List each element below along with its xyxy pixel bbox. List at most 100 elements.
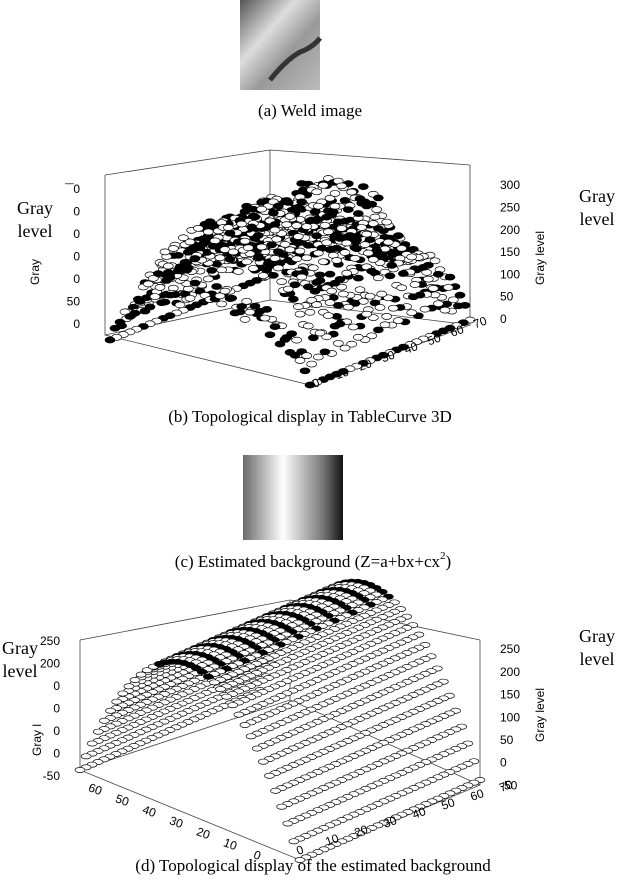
surface-point — [302, 255, 312, 261]
surface-point — [235, 309, 245, 315]
surface-point — [388, 305, 398, 311]
surface-point — [283, 286, 293, 292]
surface-point — [240, 722, 250, 727]
surface-point — [210, 238, 220, 244]
surface-point — [124, 684, 134, 689]
label: level — [3, 661, 38, 681]
label: Gray — [579, 186, 615, 206]
surface-point — [203, 674, 213, 679]
label: 30 — [168, 813, 186, 831]
surface-point — [383, 239, 393, 245]
surface-point — [352, 246, 362, 252]
surface-point — [242, 298, 252, 304]
surface-point — [353, 334, 363, 340]
surface-point — [282, 222, 292, 228]
surface-point — [323, 229, 333, 235]
surface-point — [175, 264, 185, 270]
surface-point — [335, 321, 345, 327]
surface-point — [322, 240, 332, 246]
surface-point — [257, 206, 267, 212]
surface-point — [280, 241, 290, 247]
surface-point — [318, 182, 328, 188]
surface-point — [325, 271, 335, 277]
label: -50 — [43, 769, 61, 783]
surface-point — [240, 238, 250, 244]
surface-point — [81, 754, 91, 759]
surface-point — [453, 303, 463, 309]
surface-point — [340, 218, 350, 224]
surface-point — [243, 245, 253, 251]
surface-point — [360, 199, 370, 205]
surface-point — [367, 268, 377, 274]
surface-point — [255, 308, 265, 314]
label: 0 — [500, 312, 507, 326]
surface-point — [160, 299, 170, 305]
surface-point — [382, 219, 392, 225]
surface-point — [115, 319, 125, 325]
surface-point — [253, 255, 263, 261]
label: 60 — [468, 786, 486, 804]
surface-point — [130, 310, 140, 316]
surface-point — [99, 718, 109, 723]
surface-point — [293, 204, 303, 210]
label: 0 — [73, 227, 80, 241]
label: 50 — [500, 733, 514, 747]
surface-point — [375, 304, 385, 310]
label: 200 — [40, 657, 60, 671]
surface-point — [245, 309, 255, 315]
label: 100 — [500, 267, 520, 281]
label: 0 — [500, 756, 507, 770]
surface-point — [220, 288, 230, 294]
surface-point — [188, 247, 198, 253]
surface-point — [283, 199, 293, 205]
surface-point — [377, 291, 387, 297]
surface-point — [242, 259, 252, 265]
surface-point — [240, 316, 250, 322]
surface-point — [327, 288, 337, 294]
surface-point — [333, 340, 343, 346]
surface-point — [228, 703, 238, 708]
surface-point — [295, 857, 305, 862]
surface-point — [337, 183, 347, 189]
label: Gray l — [30, 724, 44, 756]
surface-point — [362, 231, 372, 237]
surface-point — [178, 235, 188, 241]
surface-point — [445, 274, 455, 280]
surface-point — [315, 278, 325, 284]
surface-point — [225, 230, 235, 236]
label: Gray — [579, 626, 615, 646]
label: 0 — [53, 724, 60, 738]
surface-point — [277, 279, 287, 285]
surface-point — [209, 680, 219, 685]
surface-point — [372, 207, 382, 213]
caption: (a) Weld image — [258, 101, 362, 120]
surface-point — [165, 271, 175, 277]
surface-point — [197, 669, 207, 674]
surface-point — [223, 225, 233, 231]
surface-point — [295, 357, 305, 363]
surface-point — [258, 273, 268, 279]
surface-point — [320, 349, 330, 355]
surface-point — [150, 294, 160, 300]
surface-point — [382, 313, 392, 319]
label: 10 — [222, 835, 240, 853]
surface-point — [277, 804, 287, 809]
surface — [75, 579, 485, 863]
surface-point — [408, 294, 418, 300]
surface-point — [247, 224, 257, 230]
surface-point — [106, 708, 116, 713]
surface-point — [168, 245, 178, 251]
surface-point — [252, 746, 262, 751]
surface-point — [75, 767, 85, 772]
label: 50 — [67, 295, 81, 309]
surface-point — [407, 310, 417, 316]
surface-point — [257, 244, 267, 250]
surface-point — [380, 322, 390, 328]
label: 0 — [53, 702, 60, 716]
surface-point — [190, 280, 200, 286]
surface-point — [143, 281, 153, 287]
surface-point — [360, 242, 370, 248]
surface-point — [278, 251, 288, 257]
surface-point — [260, 315, 270, 321]
label: level — [580, 649, 615, 669]
